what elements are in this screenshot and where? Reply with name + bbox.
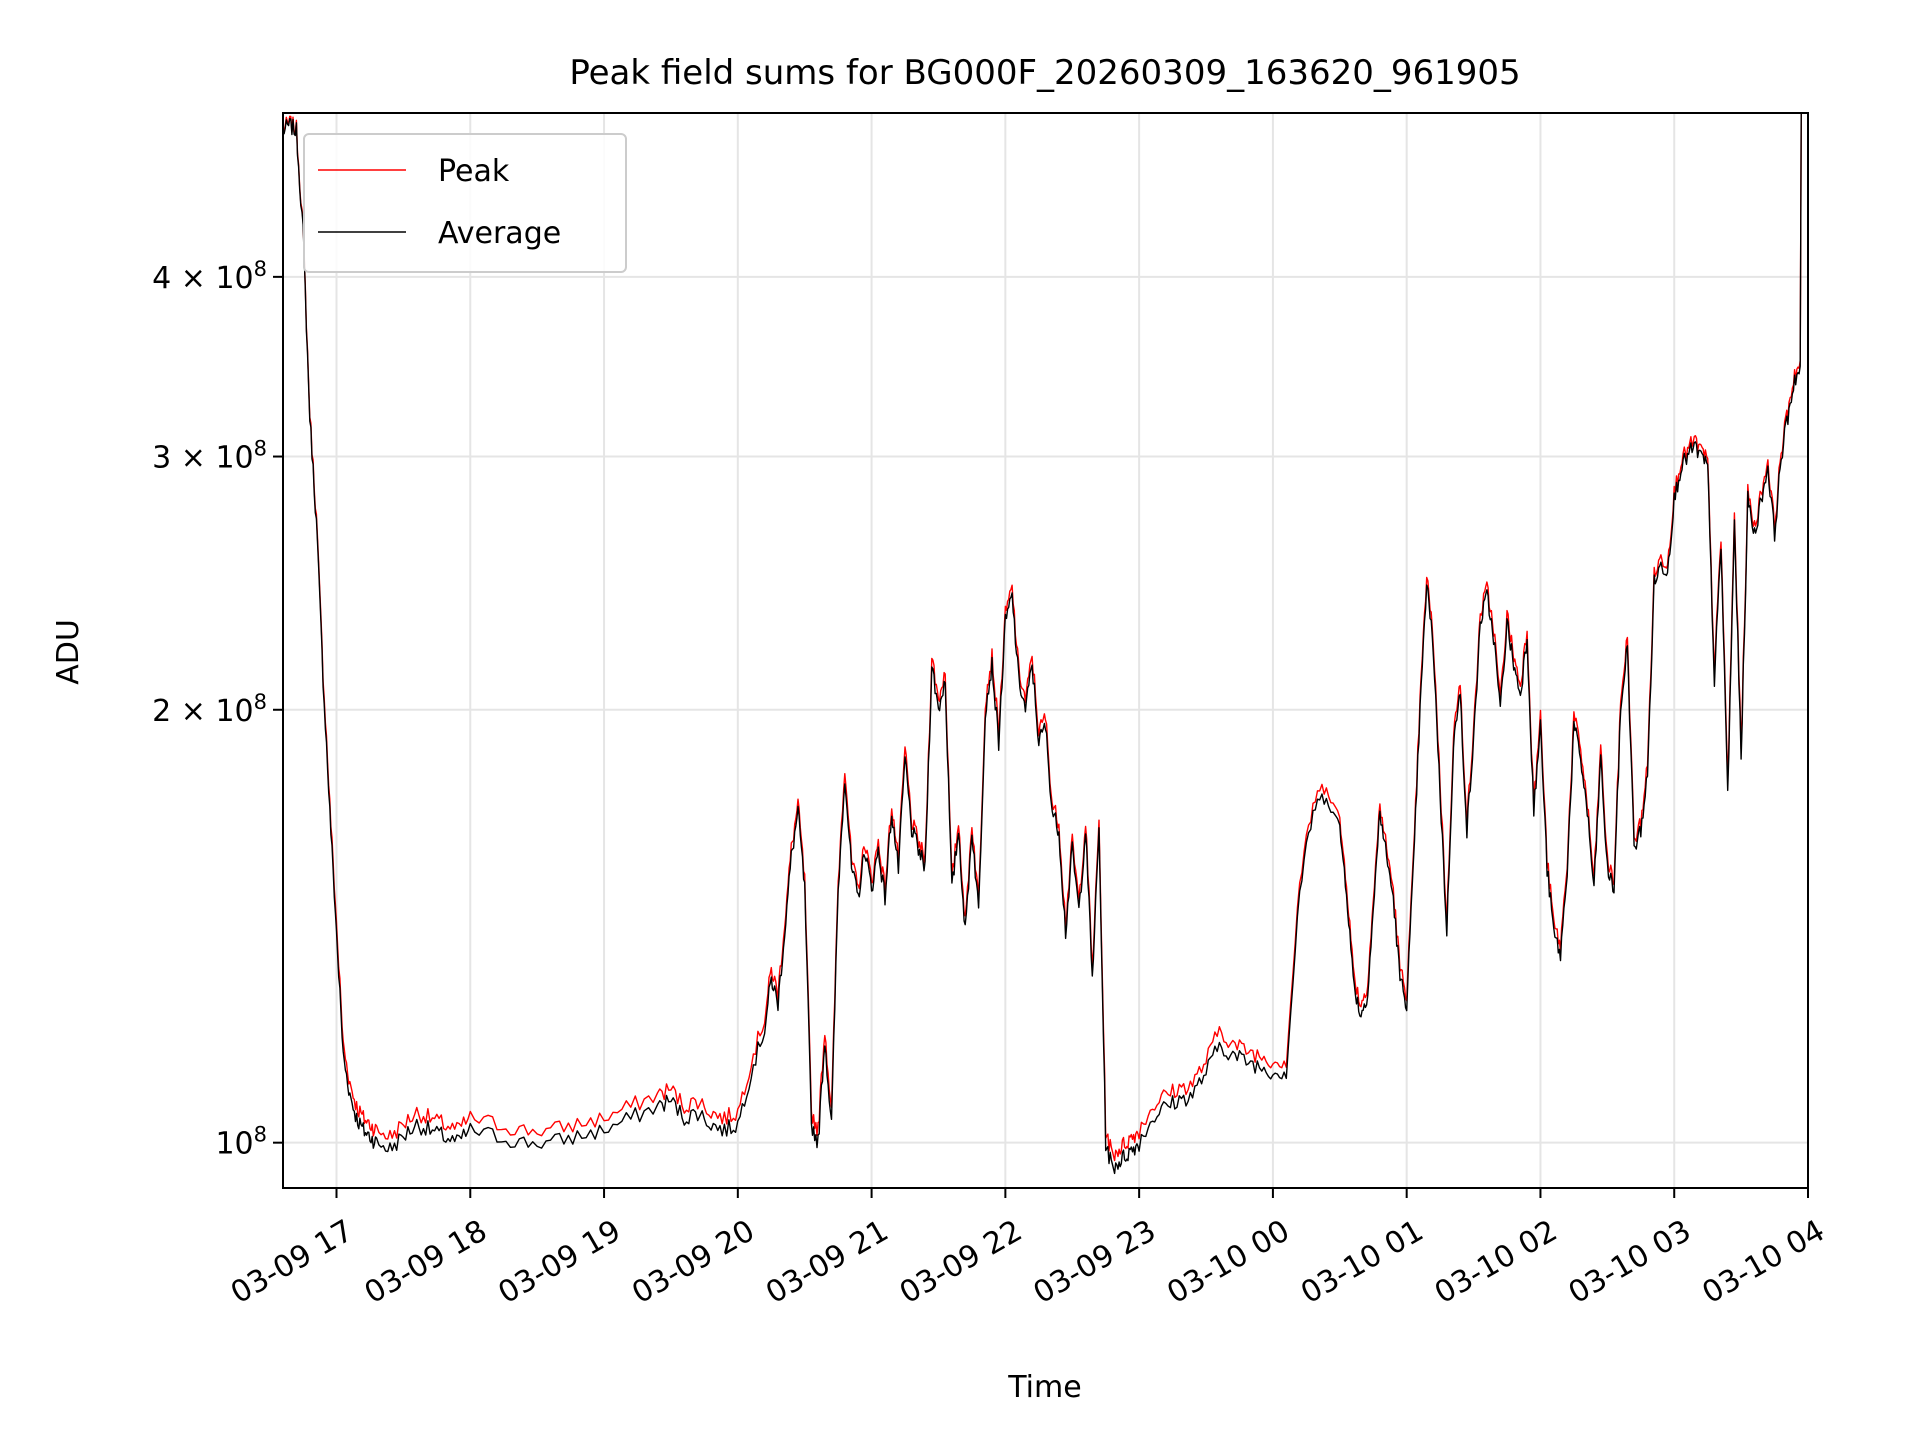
y-tick-label: 108 bbox=[215, 1123, 267, 1162]
legend: Peak Average bbox=[303, 133, 627, 273]
legend-label-average: Average bbox=[438, 216, 561, 251]
y-tick-label: 3 × 108 bbox=[152, 437, 267, 476]
legend-box bbox=[303, 133, 627, 273]
plot-frame bbox=[282, 112, 1809, 1189]
x-axis-label: Time bbox=[1007, 1370, 1081, 1405]
y-axis: 108 2 × 108 3 × 108 4 × 108 bbox=[152, 257, 283, 1162]
y-tick-label: 2 × 108 bbox=[152, 690, 267, 729]
y-tick-label: 4 × 108 bbox=[152, 257, 267, 296]
y-axis-label: ADU bbox=[51, 619, 86, 685]
series-line-average bbox=[283, 113, 1802, 1175]
legend-label-peak: Peak bbox=[438, 154, 510, 189]
chart-title: Peak field sums for BG000F_20260309_1636… bbox=[569, 53, 1520, 93]
